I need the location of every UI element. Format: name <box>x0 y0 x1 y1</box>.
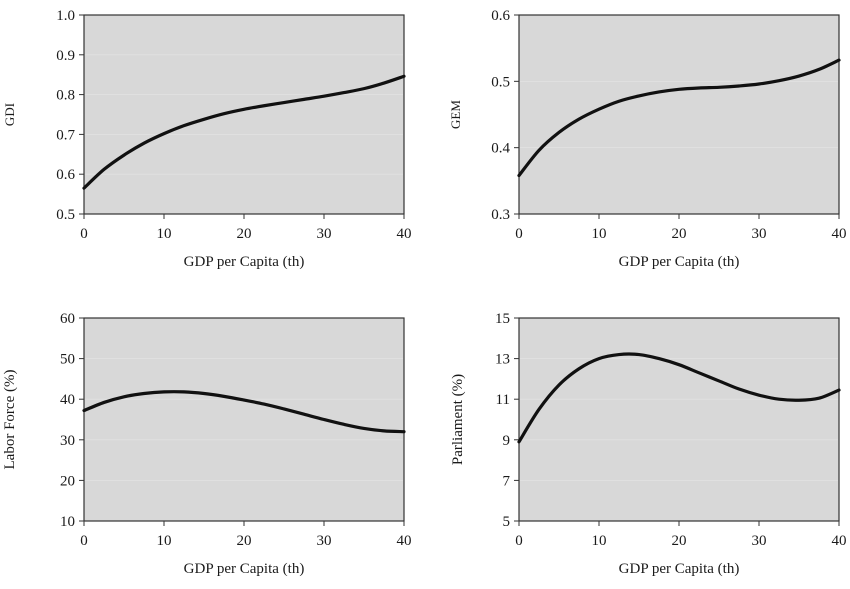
y-tick-label: 0.6 <box>491 8 510 24</box>
y-axis-title: Labor Force (%) <box>2 370 18 470</box>
y-tick-label: 13 <box>495 352 510 368</box>
y-tick-label: 7 <box>503 473 511 489</box>
x-tick-label: 10 <box>592 226 607 242</box>
series-line-1 <box>517 58 841 178</box>
x-tick-label: 20 <box>237 533 252 549</box>
y-tick-label: 50 <box>60 352 75 368</box>
x-tick-label: 20 <box>237 226 252 242</box>
series-line-1 <box>82 390 406 434</box>
plot-area <box>83 317 405 522</box>
y-tick-label: 1.0 <box>56 8 75 24</box>
x-tick-label: 0 <box>515 226 523 242</box>
x-tick-label: 30 <box>317 226 332 242</box>
y-tick-label: 15 <box>495 311 510 327</box>
y-tick-label: 0.3 <box>491 207 510 223</box>
series-line-1 <box>82 74 406 190</box>
x-tick-label: 10 <box>157 533 172 549</box>
y-tick-label: 0.7 <box>56 127 75 143</box>
x-tick-label: 40 <box>832 226 847 242</box>
x-tick-label: 10 <box>592 533 607 549</box>
x-tick-label: 40 <box>397 226 412 242</box>
y-tick-label: 0.6 <box>56 167 75 183</box>
plot-area <box>518 317 840 522</box>
y-tick-label: 0.5 <box>56 207 75 223</box>
x-axis-title: GDP per Capita (th) <box>619 254 740 270</box>
plot-area <box>83 14 405 215</box>
y-tick-label: 11 <box>496 392 510 408</box>
y-tick-label: 0.4 <box>491 141 510 157</box>
y-axis-title: Parliament (%) <box>450 374 466 465</box>
y-tick-label: 60 <box>60 311 75 327</box>
series-line-1 <box>517 352 841 444</box>
x-axis-title: GDP per Capita (th) <box>619 561 740 577</box>
y-tick-label: 0.8 <box>56 88 75 104</box>
y-tick-label: 20 <box>60 473 75 489</box>
x-tick-label: 20 <box>672 533 687 549</box>
x-tick-label: 10 <box>157 226 172 242</box>
x-axis-title: GDP per Capita (th) <box>184 561 305 577</box>
chart-panel-3: 0 10 20 30 40 10 20 30 40 50 60 GDP per Capita (th)… <box>2 311 412 577</box>
chart-panel-4: 0 10 20 30 40 5 7 9 11 13 15 GDP per Capita (th) Par… <box>450 311 847 577</box>
x-axis-title: GDP per Capita (th) <box>184 254 305 270</box>
y-axis-title: GEM <box>448 100 463 129</box>
chart-panel-2: 0 10 20 30 40 0.3 0.4 0.5 0.6 GDP per Capita (th)… <box>448 8 847 270</box>
x-tick-label: 40 <box>832 533 847 549</box>
x-tick-label: 40 <box>397 533 412 549</box>
x-tick-label: 30 <box>752 226 767 242</box>
x-tick-label: 0 <box>80 533 88 549</box>
y-tick-label: 10 <box>60 514 75 530</box>
y-tick-label: 9 <box>503 433 511 449</box>
x-tick-label: 20 <box>672 226 687 242</box>
x-tick-label: 30 <box>317 533 332 549</box>
y-tick-label: 30 <box>60 433 75 449</box>
x-tick-label: 0 <box>80 226 88 242</box>
y-axis-title: GDI <box>2 103 17 126</box>
chart-panel-1: 0 10 20 30 40 0.5 0.6 0.7 0.8 0.9 1.0 GDP per Capit… <box>2 8 412 270</box>
y-tick-label: 0.5 <box>491 74 510 90</box>
y-tick-label: 0.9 <box>56 48 75 64</box>
x-tick-label: 0 <box>515 533 523 549</box>
plot-area <box>518 14 840 215</box>
y-tick-label: 5 <box>503 514 511 530</box>
x-tick-label: 30 <box>752 533 767 549</box>
y-tick-label: 40 <box>60 392 75 408</box>
